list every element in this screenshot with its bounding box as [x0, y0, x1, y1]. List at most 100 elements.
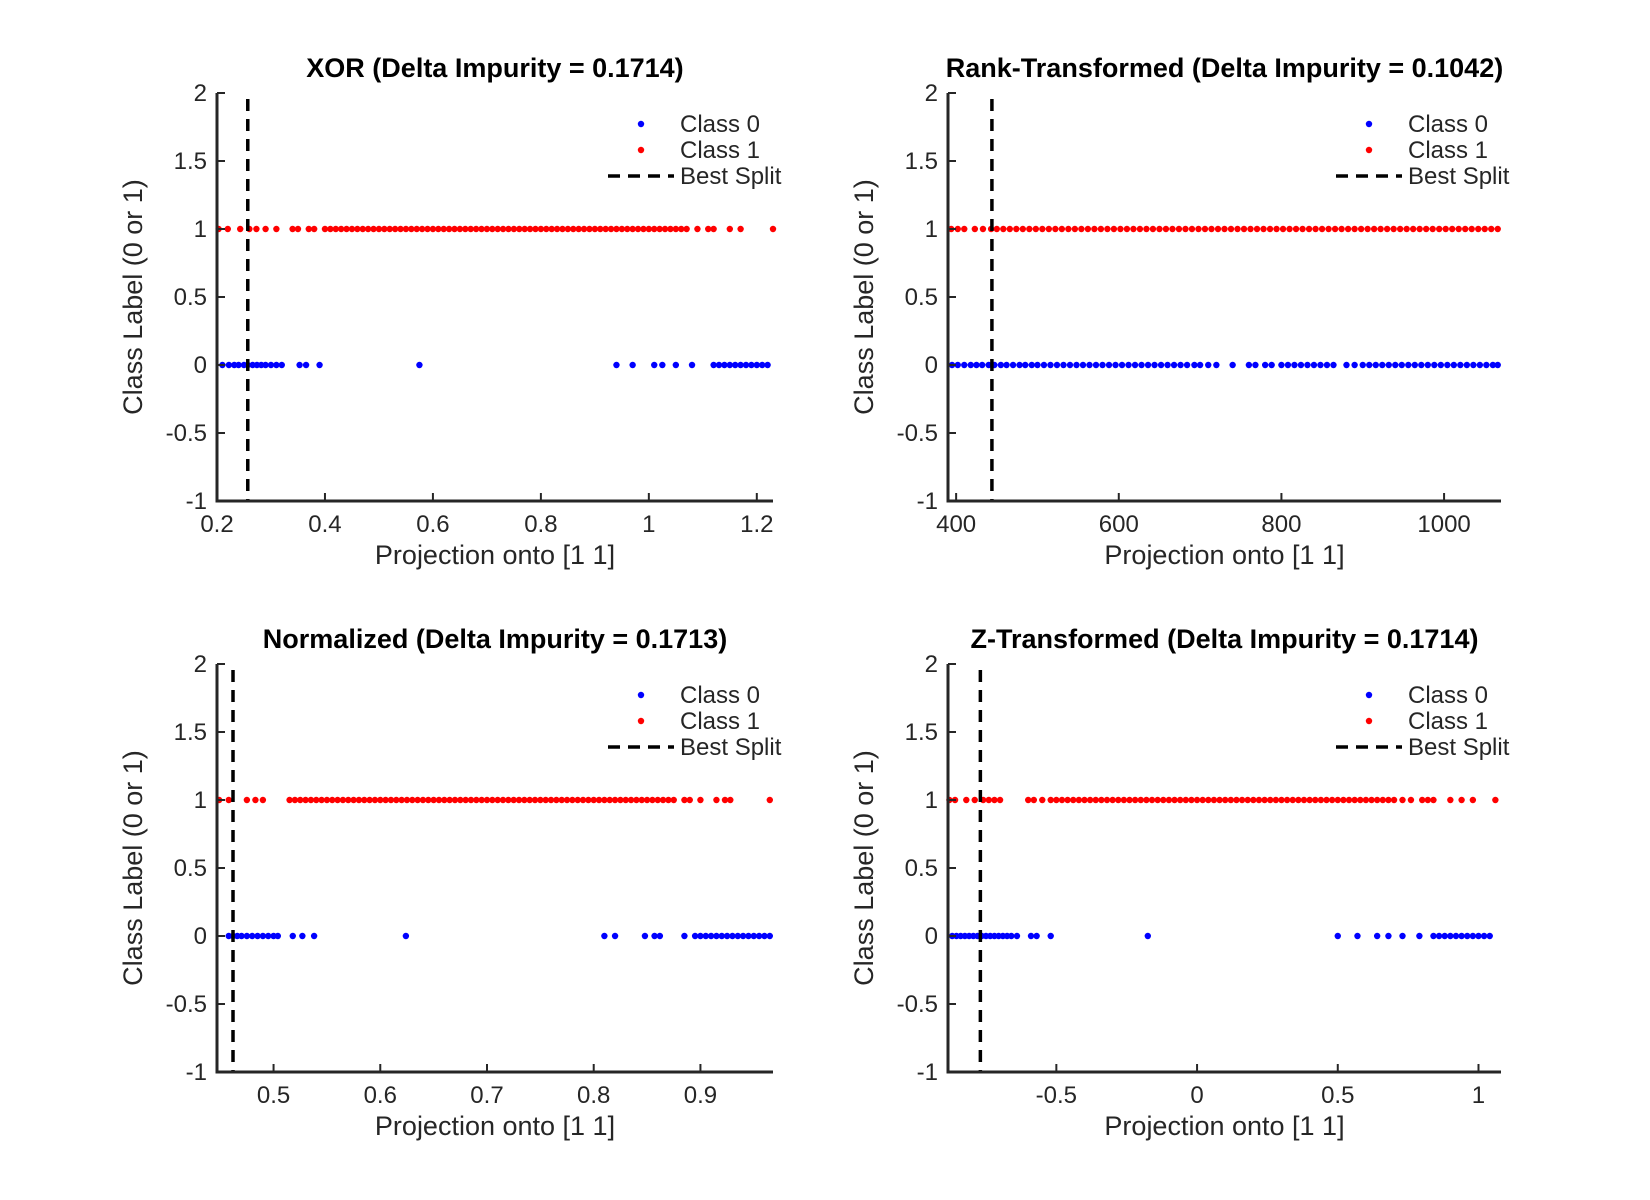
data-point	[1213, 361, 1220, 369]
data-point	[1328, 796, 1336, 804]
data-point	[348, 225, 356, 233]
data-point	[391, 225, 399, 233]
data-point	[1447, 932, 1454, 940]
data-point	[651, 361, 658, 369]
data-point	[651, 225, 658, 233]
data-point	[710, 361, 717, 369]
data-point	[1267, 796, 1274, 804]
data-point	[467, 796, 475, 804]
data-point	[1429, 225, 1436, 233]
data-point	[296, 361, 303, 369]
data-point	[273, 361, 280, 369]
y-tick-label: 1.5	[174, 148, 207, 175]
data-point	[602, 225, 609, 233]
data-point	[321, 225, 329, 233]
data-point	[361, 796, 368, 804]
data-point	[622, 796, 629, 804]
data-point	[591, 225, 599, 233]
data-point	[397, 225, 404, 233]
data-point	[489, 225, 496, 233]
data-point	[1210, 796, 1218, 804]
series-class0	[225, 932, 773, 940]
x-tick-label: 0.7	[470, 1082, 503, 1109]
series-class0	[949, 932, 1493, 940]
data-point	[1065, 225, 1072, 233]
data-point	[377, 796, 384, 804]
data-point	[289, 225, 296, 233]
data-point	[1022, 361, 1029, 369]
data-point	[688, 361, 696, 369]
data-point	[697, 796, 704, 804]
data-point	[1430, 932, 1437, 940]
data-point	[1252, 361, 1259, 369]
data-point	[559, 225, 566, 233]
data-point	[1075, 796, 1083, 804]
data-point	[1196, 361, 1204, 369]
data-point	[1240, 225, 1248, 233]
data-point	[1208, 225, 1215, 233]
data-point	[681, 796, 688, 804]
data-point	[718, 932, 725, 940]
data-point	[323, 796, 331, 804]
data-point	[537, 796, 544, 804]
data-point	[1444, 361, 1451, 369]
data-point	[1334, 796, 1341, 804]
data-point	[641, 932, 649, 940]
data-point	[1097, 225, 1105, 233]
data-point	[1052, 225, 1059, 233]
x-axis-label: Projection onto [1 1]	[1104, 540, 1344, 570]
data-point	[643, 796, 651, 804]
data-point	[418, 225, 426, 233]
y-tick-label: -1	[186, 1059, 207, 1086]
y-axis-label: Class Label (0 or 1)	[118, 179, 148, 415]
data-point	[1066, 361, 1074, 369]
data-point	[1199, 796, 1206, 804]
data-point	[745, 932, 752, 940]
data-point	[611, 796, 619, 804]
data-point	[489, 796, 496, 804]
data-point	[1125, 361, 1132, 369]
data-point	[398, 796, 405, 804]
y-tick-label: -0.5	[166, 420, 207, 447]
data-point	[1073, 361, 1080, 369]
data-point	[1312, 796, 1319, 804]
data-point	[1260, 225, 1267, 233]
data-point	[445, 225, 453, 233]
data-point	[1120, 796, 1128, 804]
data-point	[510, 796, 517, 804]
data-point	[1396, 225, 1404, 233]
data-point	[1317, 361, 1324, 369]
data-point	[1431, 361, 1438, 369]
legend-marker-class1	[637, 146, 645, 154]
x-tick-label: 0.5	[1321, 1082, 1354, 1109]
data-point	[651, 932, 658, 940]
data-point	[1283, 796, 1291, 804]
data-point	[1245, 361, 1253, 369]
data-point	[1419, 796, 1426, 804]
y-tick-label: 1.5	[174, 719, 207, 746]
data-point	[553, 225, 561, 233]
data-point	[310, 932, 318, 940]
data-point	[1131, 796, 1139, 804]
data-point	[1458, 932, 1465, 940]
data-point	[1325, 225, 1332, 233]
data-point	[366, 796, 373, 804]
data-point	[575, 225, 582, 233]
data-point	[1357, 225, 1365, 233]
x-tick-label: 0.6	[416, 511, 449, 538]
data-point	[531, 796, 539, 804]
data-point	[416, 361, 423, 369]
data-point	[1286, 225, 1293, 233]
y-tick-label: 0.5	[905, 855, 938, 882]
data-point	[629, 361, 636, 369]
data-point	[997, 361, 1005, 369]
legend-marker-class0	[1365, 120, 1373, 128]
data-point	[1221, 225, 1228, 233]
data-point	[1377, 225, 1384, 233]
data-point	[332, 225, 339, 233]
y-tick-label: 1	[925, 787, 938, 814]
data-point	[1411, 361, 1418, 369]
data-point	[1182, 796, 1190, 804]
series-class1	[946, 796, 1499, 804]
